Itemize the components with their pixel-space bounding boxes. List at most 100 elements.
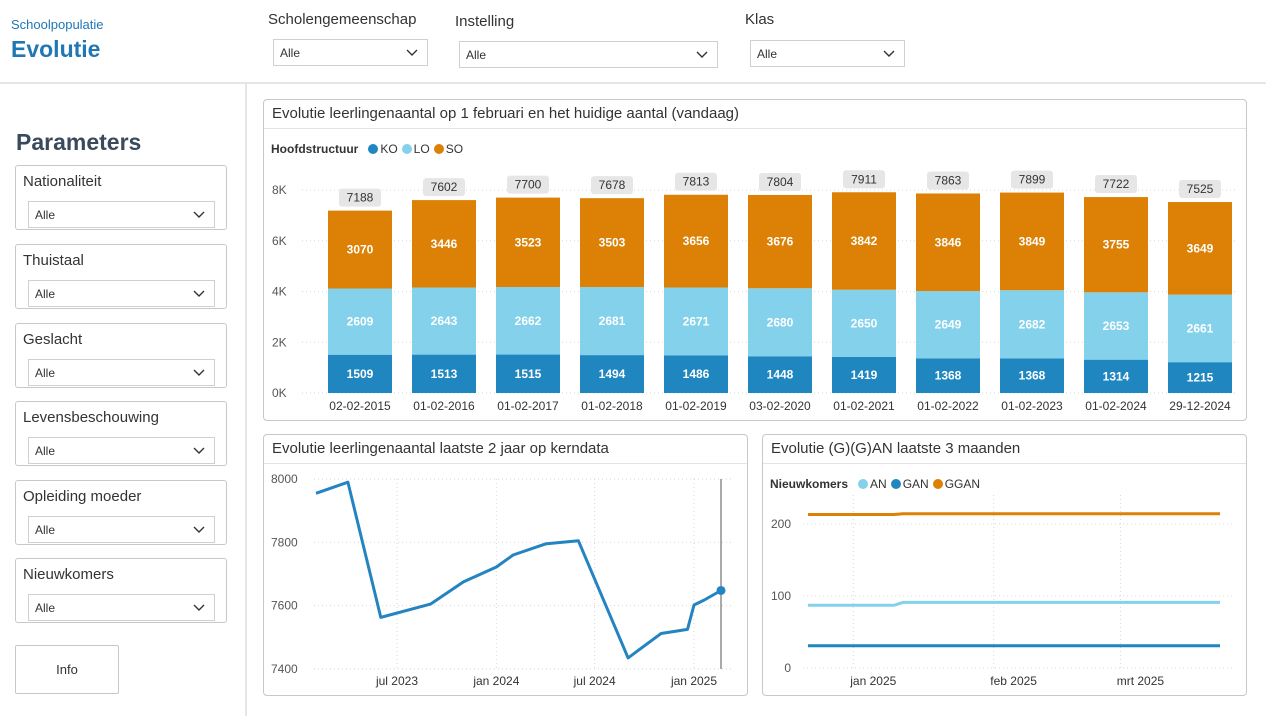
- scholengemeenschap-dropdown[interactable]: Alle: [273, 39, 428, 66]
- sidebar-divider: [245, 84, 247, 716]
- geslacht-dropdown[interactable]: Alle: [28, 359, 215, 386]
- x-tick-label: jan 2024: [472, 674, 519, 688]
- legend-label-gan[interactable]: GAN: [902, 477, 929, 491]
- chevron-down-icon: [883, 50, 895, 57]
- total-badge: [927, 171, 969, 190]
- total-label: 7525: [1187, 182, 1214, 196]
- bar-data-label: 2662: [515, 314, 542, 328]
- legend-label-ko[interactable]: KO: [380, 142, 398, 156]
- legend-label-lo[interactable]: LO: [413, 142, 430, 156]
- total-label: 7700: [515, 178, 542, 192]
- bar-data-label: 3070: [347, 243, 374, 257]
- total-badge: [339, 188, 381, 207]
- newcomers-chart-plot: 0 100 200 jan 2025 feb 2025 mrt 2025: [771, 495, 1233, 688]
- instelling-dropdown[interactable]: Alle: [459, 41, 718, 68]
- bar-segment-ko: [496, 354, 560, 393]
- y-tick-label: 7600: [271, 599, 298, 613]
- y-tick-label: 200: [771, 517, 791, 531]
- bar-data-label: 2671: [683, 314, 710, 328]
- x-tick-label: jul 2023: [375, 674, 418, 688]
- bar-chart-card: Evolutie leerlingenaantal op 1 februari …: [263, 99, 1247, 421]
- bar-data-label: 3842: [851, 234, 878, 248]
- bar-data-label: 2609: [347, 315, 374, 329]
- bar-data-label: 3676: [767, 235, 794, 249]
- bar-segment-ko: [1000, 358, 1064, 393]
- chevron-down-icon: [193, 526, 205, 533]
- chevron-down-icon: [193, 604, 205, 611]
- x-tick-label: mrt 2025: [1117, 674, 1165, 688]
- x-tick-label: 01-02-2019: [665, 399, 727, 413]
- total-badge: [1095, 175, 1137, 194]
- total-label: 7722: [1103, 177, 1130, 191]
- bar-data-label: 3846: [935, 235, 962, 249]
- bar-data-label: 1215: [1187, 371, 1214, 385]
- legend-label-so[interactable]: SO: [445, 142, 464, 156]
- thuistaal-dropdown[interactable]: Alle: [28, 280, 215, 307]
- x-tick-label: 01-02-2017: [497, 399, 559, 413]
- bar-data-label: 1513: [431, 367, 458, 381]
- page-title: Evolutie: [11, 36, 101, 62]
- y-tick-label: 7800: [271, 535, 298, 549]
- bar-segment-lo: [580, 287, 644, 356]
- slicer-thuistaal: Thuistaal Alle: [15, 244, 227, 309]
- klas-dropdown[interactable]: Alle: [750, 40, 905, 67]
- bar-chart-legend: Hoofdstructuur KO LO SO: [271, 142, 463, 156]
- line-chart-title: Evolutie leerlingenaantal laatste 2 jaar…: [272, 440, 609, 457]
- bar-data-label: 1448: [767, 368, 794, 382]
- chevron-down-icon: [193, 369, 205, 376]
- nieuwkomers-dropdown[interactable]: Alle: [28, 594, 215, 621]
- x-tick-label: 01-02-2024: [1085, 399, 1147, 413]
- bar-data-label: 1509: [347, 367, 374, 381]
- newcomers-chart-legend: Nieuwkomers AN GAN GGAN: [770, 477, 980, 491]
- legend-label-an[interactable]: AN: [870, 477, 887, 491]
- bar-segment-ko: [1168, 362, 1232, 393]
- bar-data-label: 1314: [1103, 369, 1130, 383]
- bar-data-label: 2650: [851, 316, 878, 330]
- x-tick-label: feb 2025: [990, 674, 1037, 688]
- bar-segment-ko: [664, 355, 728, 393]
- total-label: 7602: [431, 180, 458, 194]
- bar-data-label: 2681: [599, 314, 626, 328]
- bar-segment-ko: [412, 354, 476, 393]
- bar-data-label: 2680: [767, 315, 794, 329]
- filter-label-scholengemeenschap: Scholengemeenschap: [268, 11, 417, 28]
- nationaliteit-dropdown[interactable]: Alle: [28, 201, 215, 228]
- legend-label-ggan[interactable]: GGAN: [944, 477, 981, 491]
- bar-segment-lo: [748, 288, 812, 357]
- bar-segment-ko: [916, 358, 980, 393]
- bar-segment-ko: [1084, 359, 1148, 393]
- bar-segment-lo: [328, 288, 392, 355]
- chevron-down-icon: [193, 447, 205, 454]
- bar-data-label: 1515: [515, 367, 542, 381]
- bar-segment-so: [1168, 202, 1232, 295]
- legend-dot-ggan: [932, 479, 943, 489]
- legend-dot-gan: [890, 479, 901, 489]
- bar-data-label: 1419: [851, 368, 878, 382]
- chevron-down-icon: [696, 51, 708, 58]
- x-tick-label: 01-02-2016: [413, 399, 475, 413]
- slicer-label: Nieuwkomers: [23, 566, 114, 583]
- bar-segment-so: [580, 198, 644, 288]
- x-tick-label: 01-02-2018: [581, 399, 643, 413]
- bar-data-label: 3649: [1187, 241, 1214, 255]
- info-button[interactable]: Info: [15, 645, 119, 694]
- total-badge: [1179, 180, 1221, 199]
- bar-data-label: 2649: [935, 318, 962, 332]
- filter-label-instelling: Instelling: [455, 13, 515, 30]
- series-line-an: [808, 600, 1220, 607]
- dropdown-value: Alle: [35, 207, 56, 222]
- filter-label-klas: Klas: [745, 11, 775, 28]
- opleiding-moeder-dropdown[interactable]: Alle: [28, 516, 215, 543]
- bar-data-label: 1494: [599, 367, 626, 381]
- series-line-ggan: [808, 512, 1220, 516]
- bar-segment-so: [1084, 197, 1148, 293]
- bar-data-label: 1368: [1019, 369, 1046, 383]
- y-tick-label: 6K: [272, 234, 287, 248]
- total-label: 7911: [851, 172, 877, 186]
- total-badge: [507, 175, 549, 194]
- bar-segment-so: [916, 193, 980, 292]
- levensbeschouwing-dropdown[interactable]: Alle: [28, 437, 215, 464]
- x-tick-label: 03-02-2020: [749, 399, 811, 413]
- total-label: 7188: [347, 191, 374, 205]
- data-point: [716, 585, 726, 595]
